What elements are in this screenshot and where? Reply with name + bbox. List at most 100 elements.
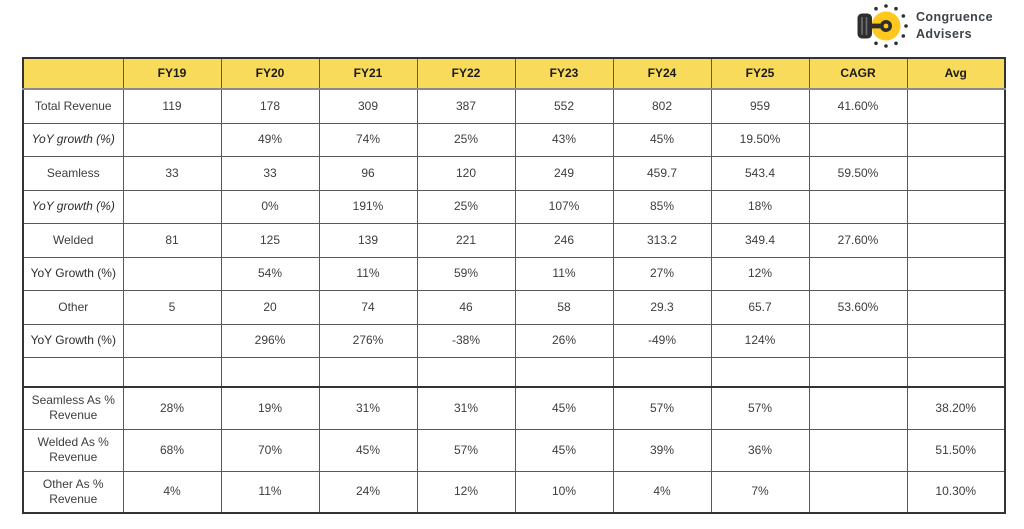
cell: 57%: [416, 428, 516, 472]
cell: 246: [514, 222, 614, 258]
cell: 53.60%: [808, 289, 908, 325]
cell: 191%: [318, 189, 418, 224]
cell: [808, 356, 908, 388]
cell: 221: [416, 222, 516, 258]
cell: 309: [318, 88, 418, 124]
cell: [906, 122, 1006, 157]
row-label: YoY Growth (%): [22, 323, 124, 358]
table-row: Seamless As % Revenue 28% 19% 31% 31% 45% 57% 5…: [22, 386, 1006, 430]
table-row: YoY Growth (%) 54% 11% 59% 11% 27% 12%: [22, 256, 1006, 291]
row-label: YoY growth (%): [22, 189, 124, 224]
cell: 10%: [514, 470, 614, 514]
company-name-line1: Congruence: [916, 9, 993, 24]
cell: 31%: [416, 386, 516, 430]
cell: 125: [220, 222, 320, 258]
row-label: [22, 356, 124, 388]
company-logo: Congruence Advisers: [856, 3, 993, 49]
cell: 45%: [514, 428, 614, 472]
cell: [808, 386, 908, 430]
cell: 51.50%: [906, 428, 1006, 472]
cell: 41.60%: [808, 88, 908, 124]
cell: 313.2: [612, 222, 712, 258]
cell: 12%: [416, 470, 516, 514]
column-header-fy19: FY19: [122, 57, 222, 90]
cell: 49%: [220, 122, 320, 157]
header-row: FY19 FY20 FY21 FY22 FY23 FY24 FY25 CAGR Avg: [22, 57, 1006, 90]
cell: 59.50%: [808, 155, 908, 191]
cell: 70%: [220, 428, 320, 472]
cell: 81: [122, 222, 222, 258]
cell: [906, 289, 1006, 325]
table-row: Welded As % Revenue 68% 70% 45% 57% 45% 39% 36%…: [22, 428, 1006, 472]
cell: [906, 356, 1006, 388]
cell: 107%: [514, 189, 614, 224]
cell: 85%: [612, 189, 712, 224]
cell: 45%: [612, 122, 712, 157]
cell: -38%: [416, 323, 516, 358]
company-name: Congruence Advisers: [916, 9, 993, 44]
table-row: Other 5 20 74 46 58 29.3 65.7 53.60%: [22, 289, 1006, 325]
table-row: YoY growth (%) 0% 191% 25% 107% 85% 18%: [22, 189, 1006, 224]
cell: [122, 356, 222, 388]
cell: 58: [514, 289, 614, 325]
cell: 19%: [220, 386, 320, 430]
cell: 0%: [220, 189, 320, 224]
cell: 46: [416, 289, 516, 325]
cell: 349.4: [710, 222, 810, 258]
cell: 5: [122, 289, 222, 325]
cell: [808, 323, 908, 358]
table-row: YoY growth (%) 49% 74% 25% 43% 45% 19.50%: [22, 122, 1006, 157]
cell: [906, 155, 1006, 191]
row-label: Other As % Revenue: [22, 470, 124, 514]
cell: 552: [514, 88, 614, 124]
cell: 11%: [514, 256, 614, 291]
row-label: Total Revenue: [22, 88, 124, 124]
cell: 543.4: [710, 155, 810, 191]
cell: 4%: [122, 470, 222, 514]
cell: [808, 122, 908, 157]
cell: 7%: [710, 470, 810, 514]
cell: 249: [514, 155, 614, 191]
column-header-fy23: FY23: [514, 57, 614, 90]
cell: 27%: [612, 256, 712, 291]
revenue-table: FY19 FY20 FY21 FY22 FY23 FY24 FY25 CAGR Avg Tota…: [22, 57, 1006, 514]
cell: 802: [612, 88, 712, 124]
column-header-fy25: FY25: [710, 57, 810, 90]
cell: 25%: [416, 122, 516, 157]
cell: [808, 189, 908, 224]
cell: 26%: [514, 323, 614, 358]
cell: 45%: [318, 428, 418, 472]
row-label: YoY Growth (%): [22, 256, 124, 291]
cell: [514, 356, 614, 388]
cell: [906, 323, 1006, 358]
cell: 959: [710, 88, 810, 124]
cell: 296%: [220, 323, 320, 358]
key-gear-icon: [857, 4, 908, 48]
row-label: Seamless: [22, 155, 124, 191]
cell: 276%: [318, 323, 418, 358]
cell: 387: [416, 88, 516, 124]
cell: 45%: [514, 386, 614, 430]
cell: [906, 256, 1006, 291]
cell: 124%: [710, 323, 810, 358]
row-label: Seamless As % Revenue: [22, 386, 124, 430]
cell: [416, 356, 516, 388]
cell: 20: [220, 289, 320, 325]
row-label: YoY growth (%): [22, 122, 124, 157]
cell: [710, 356, 810, 388]
cell: [122, 256, 222, 291]
cell: 74: [318, 289, 418, 325]
cell: -49%: [612, 323, 712, 358]
cell: 96: [318, 155, 418, 191]
cell: 57%: [710, 386, 810, 430]
cell: 29.3: [612, 289, 712, 325]
row-label: Welded As % Revenue: [22, 428, 124, 472]
table-row: Seamless 33 33 96 120 249 459.7 543.4 59.50%: [22, 155, 1006, 191]
cell: [808, 256, 908, 291]
column-header-fy22: FY22: [416, 57, 516, 90]
cell: [612, 356, 712, 388]
cell: 10.30%: [906, 470, 1006, 514]
cell: 139: [318, 222, 418, 258]
column-header-avg: Avg: [906, 57, 1006, 90]
